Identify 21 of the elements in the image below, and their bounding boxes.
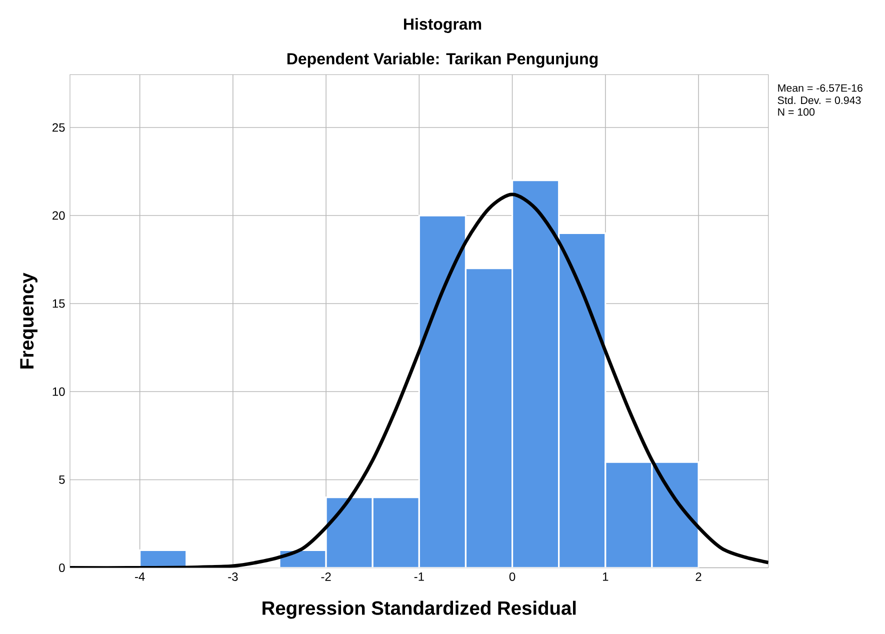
y-axis-title: Frequency bbox=[20, 272, 38, 368]
y-tick-label: 25 bbox=[52, 123, 65, 132]
x-tick-label: -2 bbox=[321, 572, 331, 581]
text: Std. Dev. = 0.943 bbox=[778, 96, 861, 104]
x-tick-label: -4 bbox=[135, 572, 145, 581]
y-tick-label: 15 bbox=[52, 299, 65, 308]
y-tick-label: 0 bbox=[59, 563, 65, 572]
text: N = 100 bbox=[778, 108, 815, 116]
y-tick-label: 10 bbox=[52, 387, 65, 396]
x-axis-title: Regression Standardized Residual bbox=[262, 600, 576, 619]
x-tick-label: 2 bbox=[696, 572, 702, 581]
chart-subtitle: Dependent Variable: Tarikan Pengunjung bbox=[287, 52, 598, 68]
x-tick-label: -3 bbox=[228, 572, 238, 581]
y-tick-label: 5 bbox=[59, 475, 65, 484]
y-tick-label: 20 bbox=[52, 211, 65, 220]
x-tick-label: -1 bbox=[414, 572, 424, 581]
line-series bbox=[70, 192, 768, 568]
chart-title: Histogram bbox=[404, 18, 482, 33]
x-tick-label: 1 bbox=[602, 572, 608, 581]
text: Mean = -6.57E-16 bbox=[778, 84, 862, 92]
x-tick-label: 0 bbox=[509, 572, 516, 581]
